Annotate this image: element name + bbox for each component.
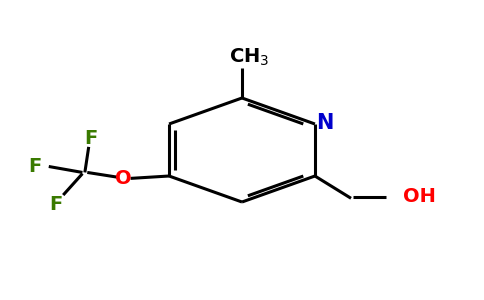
Text: F: F	[84, 129, 97, 148]
Text: N: N	[316, 112, 333, 133]
Text: O: O	[115, 169, 132, 188]
Text: CH$_3$: CH$_3$	[229, 46, 270, 68]
Text: F: F	[49, 195, 62, 214]
Text: F: F	[29, 157, 42, 176]
Text: OH: OH	[403, 187, 436, 206]
